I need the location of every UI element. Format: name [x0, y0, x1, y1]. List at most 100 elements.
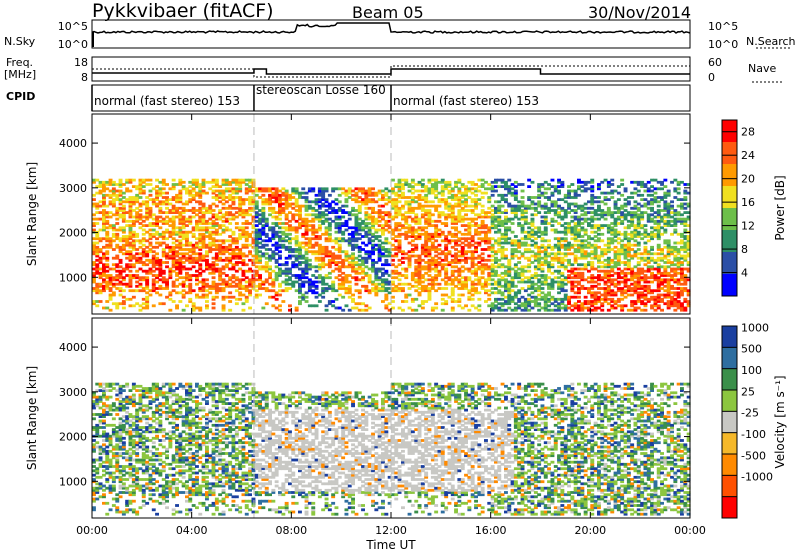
power-cell: [261, 187, 266, 191]
power-cell: [603, 217, 608, 221]
power-cell: [321, 196, 326, 199]
power-cell: [158, 267, 163, 271]
power-cell: [281, 211, 286, 214]
power-cell: [550, 282, 555, 286]
power-cell: [620, 280, 625, 284]
power-cell: [610, 300, 615, 303]
power-cell: [513, 206, 518, 210]
power-cell: [171, 245, 176, 249]
power-cell: [141, 237, 146, 241]
power-cell: [533, 213, 538, 217]
power-cell: [201, 293, 206, 297]
power-cell: [331, 189, 336, 193]
power-cell: [474, 256, 478, 260]
power-cell: [228, 243, 233, 247]
power-cell: [543, 252, 548, 256]
power-cell: [185, 235, 189, 238]
power-cell: [583, 252, 588, 256]
power-cell: [135, 289, 140, 293]
power-cell: [218, 211, 223, 214]
power-cell: [327, 211, 332, 214]
power-cell: [307, 267, 312, 271]
power-cell: [155, 258, 159, 262]
power-cell: [155, 204, 159, 208]
power-cell: [490, 287, 495, 290]
power-cell: [603, 196, 608, 199]
power-cell: [208, 206, 213, 210]
power-cell: [507, 258, 512, 262]
cpid-label: CPID: [6, 90, 35, 103]
power-cell: [623, 248, 628, 251]
power-cell: [464, 261, 468, 264]
power-cell: [623, 189, 628, 193]
noise-sky-label: N.Sky: [4, 35, 36, 48]
power-cell: [261, 239, 266, 243]
power-cell: [603, 258, 608, 262]
power-cell: [121, 278, 126, 282]
power-cell: [500, 304, 505, 308]
power-cell: [317, 300, 322, 303]
power-cell: [613, 293, 618, 297]
power-cell: [198, 267, 203, 271]
power-cell: [513, 250, 518, 254]
noise-tick-right-top: 10^5: [708, 20, 738, 33]
power-cell: [218, 185, 223, 188]
power-cell: [274, 198, 279, 201]
power-cell: [600, 278, 605, 282]
power-cell: [487, 226, 492, 230]
power-cell: [603, 178, 608, 182]
power-cell: [460, 193, 465, 197]
power-cell: [201, 202, 206, 206]
power-cell: [361, 200, 365, 204]
power-cell: [201, 222, 206, 225]
power-cell: [417, 261, 422, 264]
power-cell: [211, 263, 216, 267]
power-cell: [490, 222, 495, 225]
power-cell: [221, 282, 226, 286]
power-cell: [105, 230, 110, 234]
power-cell: [181, 284, 186, 288]
power-cell: [603, 213, 608, 217]
power-cell: [314, 291, 319, 295]
power-cell: [583, 254, 588, 258]
power-cell: [201, 206, 206, 210]
power-cell: [234, 302, 239, 306]
power-cell: [480, 183, 485, 186]
power-cell: [178, 232, 183, 236]
power-cell: [444, 180, 449, 184]
power-cell: [317, 245, 322, 249]
power-cell: [254, 254, 259, 258]
power-cell: [155, 189, 159, 193]
power-cell: [317, 252, 322, 256]
power-cell: [420, 267, 425, 271]
power-cell: [577, 248, 581, 251]
power-cell: [447, 276, 452, 280]
power-cell: [540, 239, 545, 243]
power-cell: [278, 217, 282, 221]
power-cell: [307, 241, 312, 245]
power-cell: [407, 254, 412, 258]
power-cell: [354, 209, 359, 212]
power-cell: [394, 183, 399, 186]
power-cell: [626, 265, 631, 269]
power-cell: [487, 293, 492, 297]
power-cell: [317, 200, 322, 204]
power-cell: [550, 284, 555, 288]
power-cell: [354, 282, 359, 286]
power-cell: [321, 232, 326, 236]
power-cell: [520, 265, 525, 269]
power-cell: [161, 254, 166, 258]
power-cell: [407, 228, 412, 232]
power-cell: [623, 198, 628, 201]
power-cell: [158, 226, 163, 230]
power-cell: [307, 224, 312, 227]
power-cell: [258, 187, 262, 191]
power-cell: [474, 193, 478, 197]
power-cell: [115, 274, 120, 277]
power-cell: [367, 213, 372, 217]
power-cell: [470, 243, 475, 247]
power-cell: [570, 189, 575, 193]
power-cell: [573, 280, 578, 284]
power-cell: [115, 245, 120, 249]
power-cell: [111, 263, 116, 267]
